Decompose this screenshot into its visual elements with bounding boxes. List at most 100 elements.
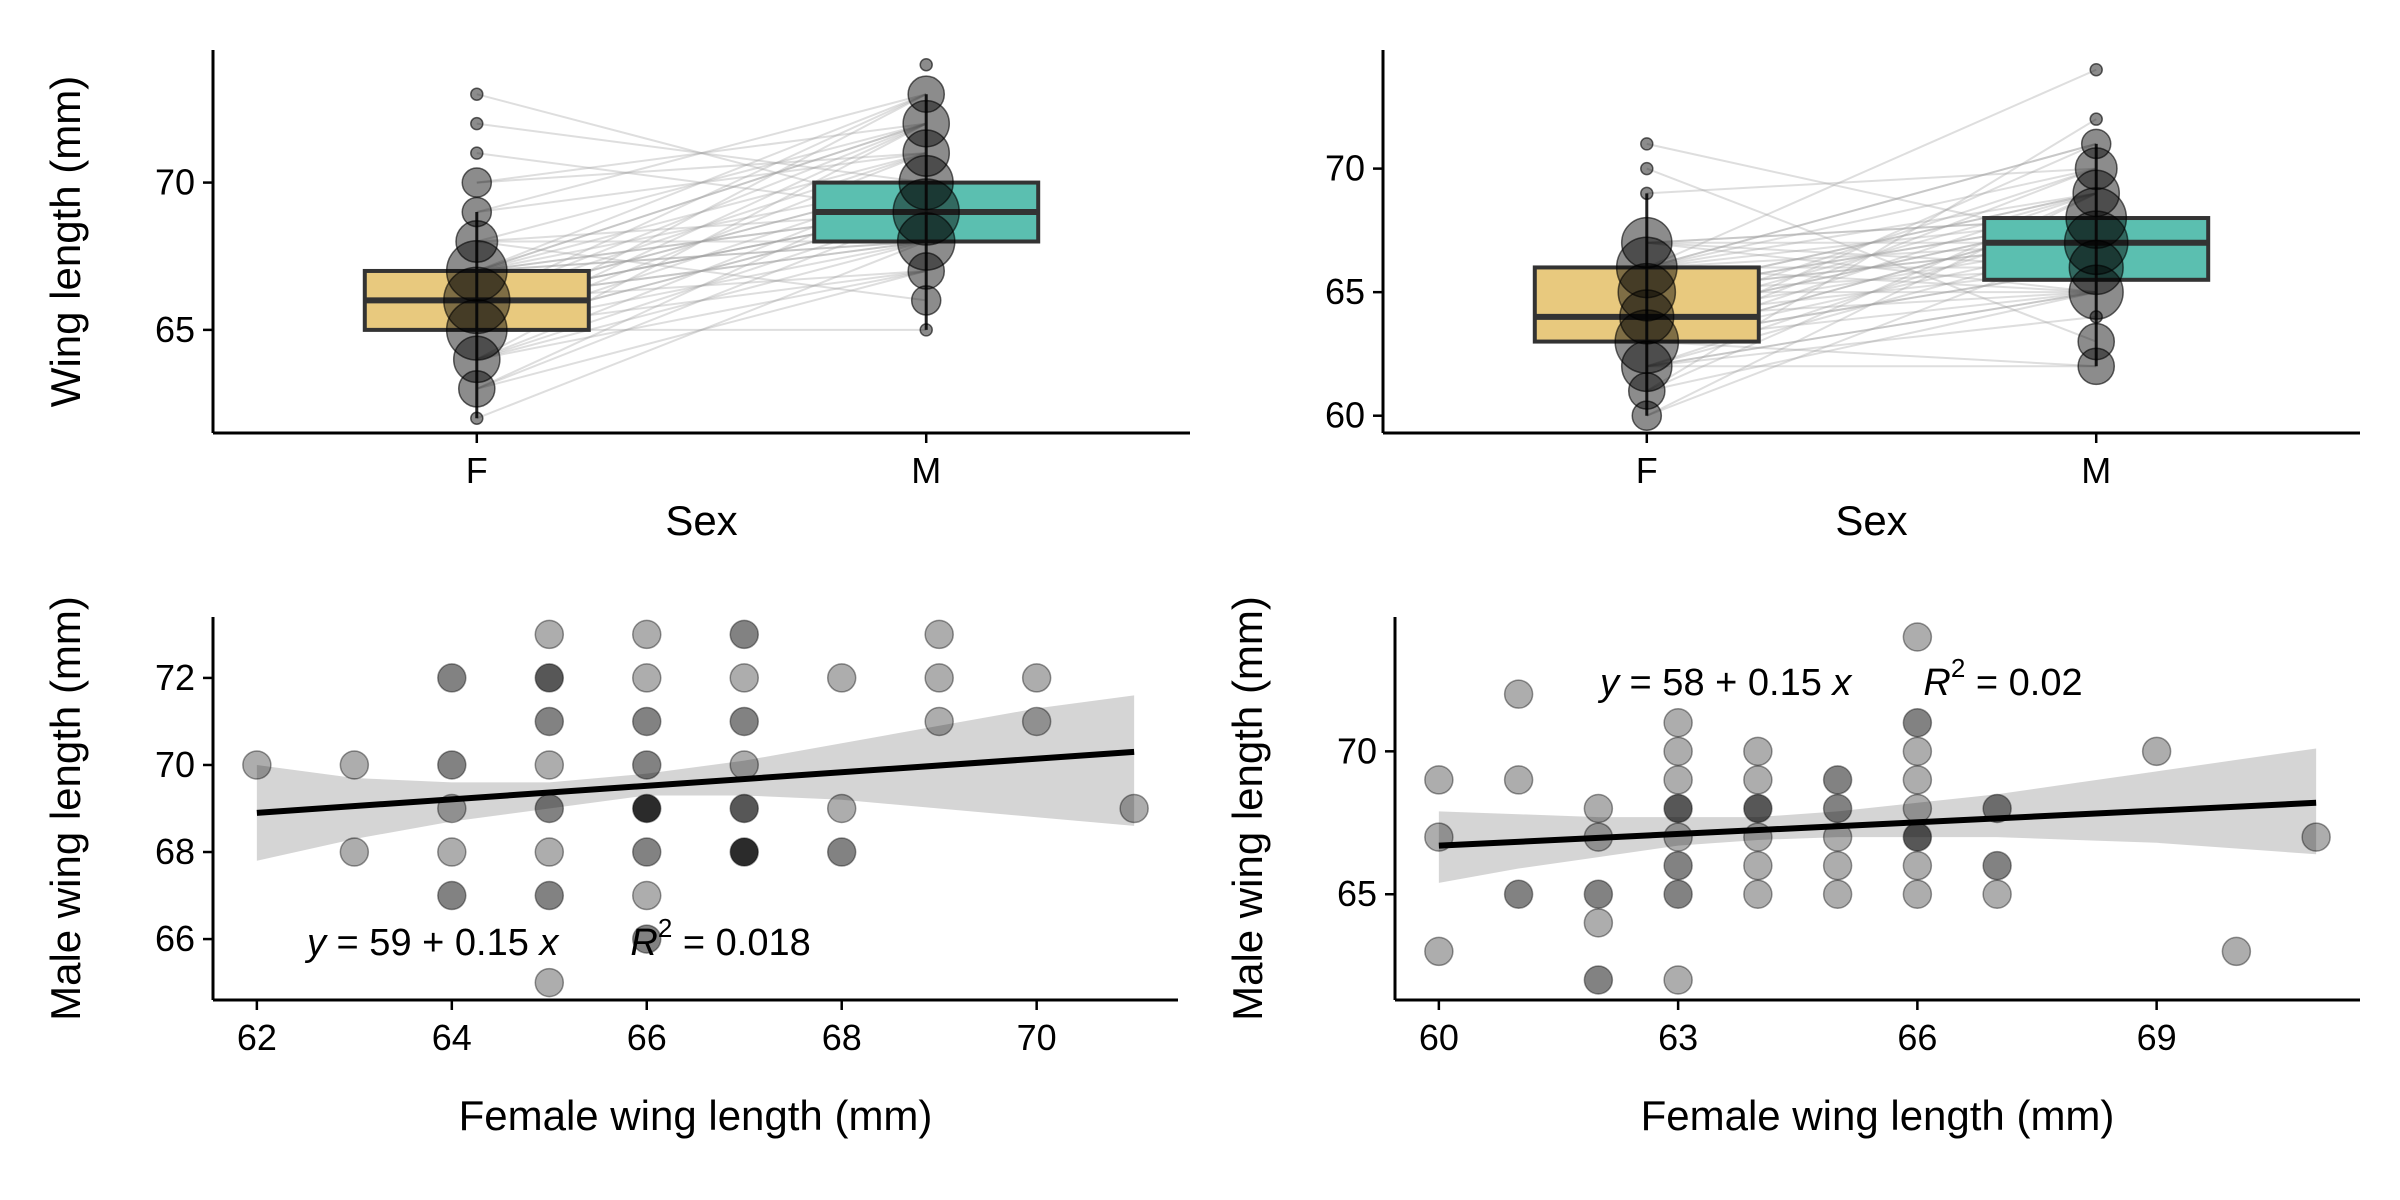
scatter-point	[826, 663, 857, 693]
scatter-point	[729, 793, 759, 824]
x-tick-label: F	[1636, 450, 1658, 491]
scatter-point	[826, 793, 857, 824]
scatter-point	[826, 837, 857, 867]
x-tick-label: F	[466, 450, 488, 491]
pair-line	[476, 122, 927, 243]
scatter-point	[534, 967, 565, 998]
count-point	[2074, 147, 2118, 191]
count-point	[461, 167, 493, 198]
panel-bottom-right-scatter: y = 58 + 0.15 x R2 = 0.02 65 70 60 63 66 69 Fema…	[1224, 596, 2360, 1139]
scatter-point	[1119, 793, 1149, 824]
count-point	[1620, 216, 1673, 269]
x-tick-label: 60	[1419, 1017, 1459, 1058]
scatter-point	[437, 663, 467, 693]
scatter-point	[1583, 879, 1614, 909]
y-tick-label: 70	[155, 744, 195, 785]
count-point	[2089, 112, 2103, 126]
count-point	[2077, 322, 2116, 361]
scatter-point	[437, 880, 467, 911]
scatter-point	[534, 663, 565, 693]
y-axis-title: Male wing length (mm)	[42, 596, 89, 1021]
pair-line	[1646, 68, 2097, 269]
scatter-point	[437, 837, 467, 867]
scatter-point	[339, 750, 370, 780]
count-point	[2089, 63, 2103, 77]
equation-y: y	[304, 922, 328, 964]
count-point	[1619, 289, 1675, 345]
y-tick-label: 70	[155, 162, 195, 203]
equation-rest: = 59 + 0.15	[326, 922, 539, 964]
pair-line	[1646, 167, 2097, 269]
regression-line	[256, 748, 1135, 816]
pair-line	[1646, 291, 2097, 392]
scatter-point	[534, 880, 565, 911]
scatter-point	[1663, 879, 1693, 909]
scatter-point	[1663, 708, 1693, 738]
scatter-point	[632, 793, 662, 824]
count-point	[2068, 264, 2124, 320]
scatter-point	[1743, 850, 1773, 881]
scatter-point	[1663, 765, 1693, 795]
panel-top-left-boxplot: 65 70 F M Sex Wing length (mm)	[42, 50, 1190, 544]
y-tick-label: 68	[155, 831, 195, 872]
x-axis-title: Female wing length (mm)	[1641, 1092, 2115, 1139]
scatter-point	[1663, 850, 1693, 881]
scatter-point	[1902, 793, 1933, 824]
scatter-point	[729, 750, 759, 780]
x-tick-label: M	[911, 450, 941, 491]
y-axis-title: Male wing length (mm)	[1224, 596, 1271, 1021]
x-tick-label: 66	[1897, 1017, 1937, 1058]
scatter-point	[534, 706, 565, 737]
scatter-points	[242, 619, 1149, 998]
count-point	[1631, 400, 1663, 431]
pair-line	[476, 93, 927, 214]
pair-line	[476, 93, 927, 302]
y-tick-label: 65	[155, 309, 195, 350]
count-point	[910, 285, 942, 316]
scatter-point	[2221, 936, 2252, 967]
count-point	[455, 219, 499, 264]
scatter-point	[1902, 736, 1933, 767]
confidence-ribbon	[1438, 748, 2317, 883]
count-point	[2072, 169, 2121, 218]
pair-line	[1646, 118, 2097, 392]
count-points	[443, 57, 960, 426]
pair-line	[476, 152, 927, 214]
scatter-point	[2301, 822, 2331, 852]
scatter-point	[1663, 793, 1693, 824]
r2-value: = 0.02	[1965, 662, 2082, 704]
scatter-point	[1902, 622, 1933, 652]
y-tick-label: 70	[1337, 730, 1377, 771]
count-point	[919, 323, 933, 337]
y-tick-label: 72	[155, 657, 195, 698]
count-point	[902, 99, 951, 148]
scatter-point	[924, 663, 954, 693]
count-point	[470, 116, 484, 131]
count-point	[470, 87, 484, 101]
count-point	[2068, 239, 2124, 296]
y-tick-label: 65	[1325, 271, 1365, 312]
pair-line	[1646, 167, 2097, 195]
scatter-point	[1822, 822, 1853, 852]
y-axis-title: Wing length (mm)	[42, 76, 89, 407]
pair-line	[476, 240, 927, 420]
count-point	[445, 298, 508, 361]
count-point	[461, 196, 493, 228]
y-tick-label: 65	[1337, 873, 1377, 914]
scatter-point	[1503, 765, 1534, 795]
confidence-ribbon	[256, 695, 1135, 861]
pair-line	[476, 152, 927, 272]
scatter-point	[2141, 736, 2172, 767]
pair-line	[476, 122, 927, 272]
scatter-point	[1902, 879, 1933, 909]
x-axis-title: Sex	[665, 497, 737, 544]
pair-line	[1646, 192, 2097, 269]
equation-x: x	[1830, 662, 1853, 704]
pair-line	[1646, 315, 2097, 368]
pair-line	[476, 240, 927, 272]
scatter-point	[1663, 965, 1693, 995]
pair-line	[476, 93, 927, 272]
pair-line	[1646, 291, 2097, 368]
scatter-point	[1902, 850, 1933, 881]
scatter-point	[534, 793, 565, 824]
